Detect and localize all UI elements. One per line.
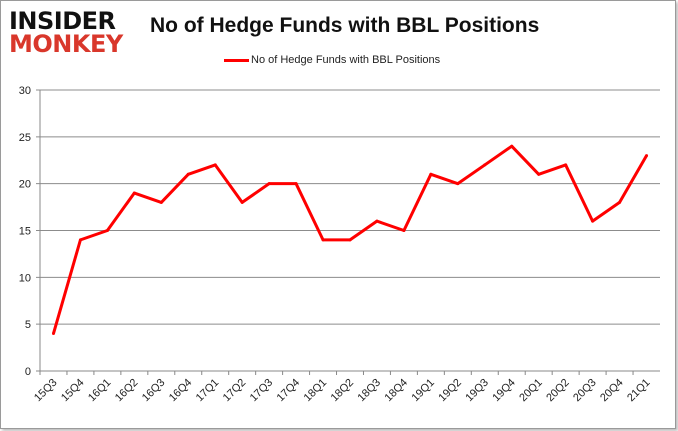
x-tick-label: 19Q4: [490, 377, 518, 405]
x-tick-label: 19Q3: [463, 377, 491, 405]
y-tick-label: 30: [19, 85, 31, 97]
x-tick-label: 20Q1: [517, 377, 545, 405]
data-point: [159, 200, 163, 204]
logo-line1: INSIDER: [9, 7, 116, 35]
data-point: [483, 163, 487, 167]
legend-label: No of Hedge Funds with BBL Positions: [251, 54, 441, 66]
data-point: [105, 229, 109, 232]
x-tick-label: 16Q2: [113, 377, 141, 405]
data-point: [132, 191, 136, 195]
x-tick-label: 20Q3: [571, 377, 599, 405]
x-tick-label: 20Q2: [544, 377, 572, 405]
y-tick-label: 10: [19, 272, 31, 284]
data-point: [564, 163, 568, 167]
data-point: [402, 229, 406, 232]
data-point: [618, 200, 622, 204]
x-tick-label: 17Q2: [221, 377, 249, 405]
chart-title: No of Hedge Funds with BBL Positions: [150, 14, 540, 37]
x-tick-label: 20Q4: [598, 377, 626, 405]
data-point: [213, 163, 217, 167]
data-point: [537, 172, 541, 176]
x-tick-label: 16Q4: [167, 377, 195, 405]
x-tick-label: 19Q2: [436, 377, 464, 405]
data-point: [456, 182, 460, 186]
x-tick-label: 16Q1: [86, 377, 114, 405]
x-tick-label: 18Q4: [383, 377, 411, 405]
legend: No of Hedge Funds with BBL Positions: [224, 54, 440, 66]
y-tick-label: 20: [19, 179, 31, 191]
data-point: [240, 200, 244, 204]
data-point: [186, 172, 190, 176]
y-tick-label: 0: [25, 366, 31, 378]
data-point: [645, 154, 649, 158]
data-point: [51, 332, 55, 336]
x-tick-label: 17Q4: [275, 377, 303, 405]
x-tick-label: 15Q3: [32, 377, 60, 405]
data-point: [591, 219, 595, 223]
insider-monkey-logo: INSIDER MONKEY: [9, 7, 123, 58]
data-point: [78, 238, 82, 242]
x-tick-label: 15Q4: [59, 377, 87, 405]
x-tick-label: 17Q3: [248, 377, 276, 405]
data-point: [294, 182, 298, 186]
data-point: [375, 219, 379, 223]
data-point: [321, 238, 325, 242]
logo-line2: MONKEY: [9, 30, 123, 58]
x-tick-label: 21Q1: [625, 377, 653, 405]
data-point: [267, 182, 271, 186]
x-tick-label: 16Q3: [140, 377, 168, 405]
x-tick-label: 17Q1: [194, 377, 222, 405]
y-tick-label: 5: [25, 319, 31, 331]
legend-swatch: [224, 58, 249, 62]
x-tick-label: 19Q1: [409, 377, 437, 405]
data-point: [510, 144, 514, 148]
y-tick-label: 25: [19, 132, 31, 144]
x-tick-label: 18Q1: [302, 377, 330, 405]
data-point: [348, 238, 352, 242]
x-tick-label: 18Q2: [329, 377, 357, 405]
y-tick-label: 15: [19, 226, 31, 238]
data-point: [429, 172, 433, 176]
x-tick-label: 18Q3: [356, 377, 384, 405]
